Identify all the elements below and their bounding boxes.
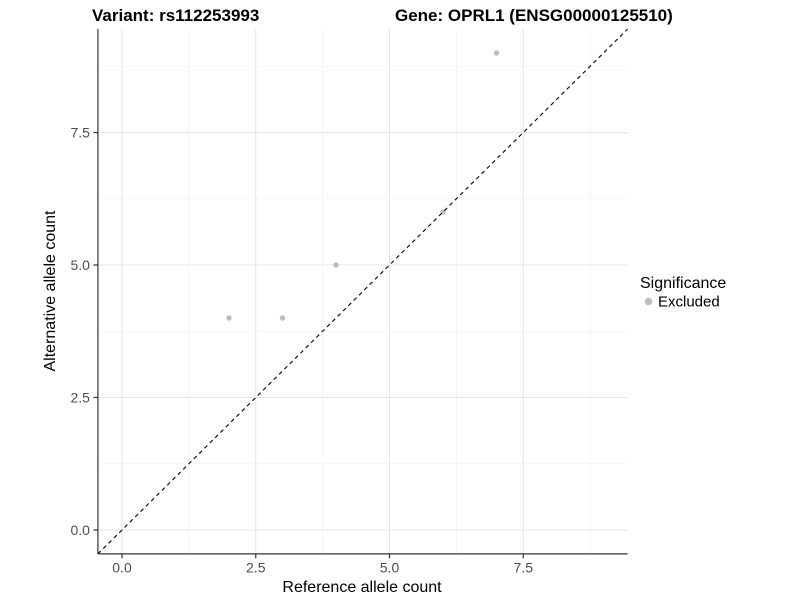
major-gridlines: [97, 29, 628, 554]
axis-tick-labels: 0.0 2.5 5.0 7.5 0.0 2.5 5.0 7.5: [70, 125, 533, 576]
legend-item-excluded-label: Excluded: [658, 294, 720, 311]
x-tick-label: 5.0: [380, 559, 400, 575]
y-axis-title: Alternative allele count: [42, 210, 59, 372]
axis-tick-marks: [93, 131, 524, 559]
data-point: [279, 315, 286, 321]
y-tick-label: 5.0: [70, 257, 90, 273]
x-tick-label: 7.5: [514, 559, 534, 575]
x-tick-label: 0.0: [112, 559, 132, 575]
plot-title-gene: Gene: OPRL1 (ENSG00000125510): [395, 6, 673, 25]
legend-title: Significance: [640, 275, 726, 292]
plot-panel: [97, 29, 628, 554]
minor-gridlines: [97, 29, 628, 554]
data-point: [226, 315, 232, 321]
y-tick-label: 0.0: [70, 522, 90, 538]
legend-excluded-point-icon: [644, 297, 653, 306]
y-tick-label: 7.5: [70, 125, 90, 141]
legend: Significance Excluded: [640, 275, 726, 311]
axis-lines: [97, 29, 628, 555]
y-tick-label: 2.5: [70, 390, 90, 406]
x-axis-title: Reference allele count: [282, 579, 442, 596]
data-point: [493, 50, 500, 56]
x-tick-label: 2.5: [246, 559, 266, 575]
data-point: [333, 262, 339, 268]
plot-title-variant: Variant: rs112253993: [92, 6, 259, 25]
